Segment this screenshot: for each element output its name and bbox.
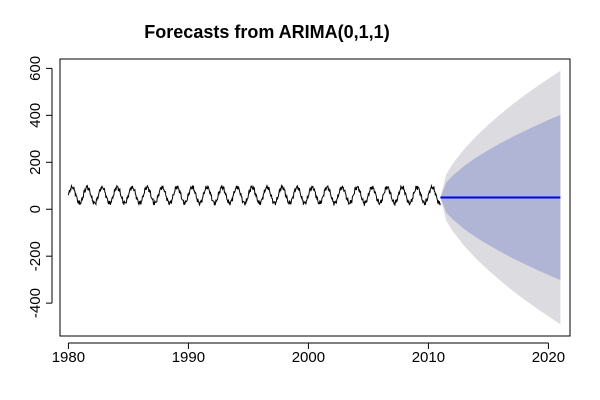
chart-title: Forecasts from ARIMA(0,1,1) [144, 22, 389, 42]
x-tick-label: 2000 [292, 349, 325, 366]
series-layer [67, 183, 561, 207]
y-tick-label: 200 [27, 150, 44, 175]
x-tick-label: 2020 [532, 349, 565, 366]
y-tick-label: -200 [27, 241, 44, 271]
plot-frame [59, 58, 571, 337]
y-axis: -400 -200 0 200 400 600 [27, 56, 53, 318]
x-axis: 1980 1990 2000 2010 2020 [52, 342, 565, 366]
y-tick-label: 0 [27, 205, 44, 213]
y-tick-label: 400 [27, 103, 44, 128]
x-tick-label: 1980 [52, 349, 85, 366]
y-tick-label: -400 [27, 288, 44, 318]
x-tick-label: 2010 [412, 349, 445, 366]
observed-series-line [67, 183, 441, 207]
y-tick-label: 600 [27, 56, 44, 81]
x-tick-label: 1990 [172, 349, 205, 366]
